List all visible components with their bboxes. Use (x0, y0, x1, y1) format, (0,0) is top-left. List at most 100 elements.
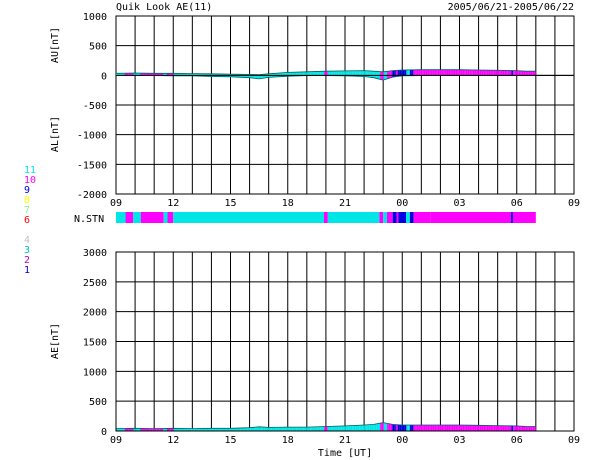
ae-series-sample (322, 426, 325, 431)
au-series-sample (357, 70, 360, 76)
ae-series-sample (513, 425, 515, 431)
ae-series-sample (177, 428, 179, 431)
ae-series-sample (395, 424, 398, 431)
ae-series-sample (152, 428, 155, 431)
ae-series-sample (178, 428, 181, 431)
ae-series-sample (476, 425, 479, 431)
ae-series-sample (521, 426, 524, 431)
upper-x-tick-label: 00 (396, 198, 408, 209)
al-series-sample (387, 75, 389, 79)
au-series-line (115, 69, 536, 76)
au-series-sample (161, 73, 164, 76)
lower-y-tick-label: 0 (101, 427, 107, 438)
upper-y-tick-label: 500 (89, 42, 107, 53)
au-series-sample (448, 69, 451, 76)
ae-series-sample (173, 428, 176, 431)
al-series-sample (254, 75, 256, 79)
au-series-sample (353, 70, 356, 76)
ae-series-sample (408, 425, 410, 431)
ae-series-sample (294, 427, 297, 431)
al-series-sample (371, 75, 374, 78)
ae-series-sample (488, 425, 491, 431)
legend-number-6: 6 (24, 215, 30, 226)
lower-frame-top (115, 251, 575, 432)
au-series-sample (408, 69, 410, 76)
al-axis-label: AL[nT] (50, 116, 61, 152)
ae-series-sample (317, 426, 319, 431)
ae-series-sample (446, 425, 449, 431)
au-series-sample (413, 69, 416, 76)
ae-series-sample (131, 428, 134, 431)
au-series-sample (147, 73, 150, 76)
al-series-sample (388, 75, 391, 79)
ae-series-sample (516, 425, 519, 431)
lower-y-tick-label: 1000 (83, 367, 107, 378)
al-series-sample (233, 75, 235, 77)
au-series-sample (502, 70, 505, 76)
ae-series-sample (492, 425, 494, 431)
ae-series-sample (392, 424, 395, 431)
au-series-sample (283, 72, 286, 76)
au-series-sample (490, 70, 493, 76)
al-series-sample (220, 75, 223, 77)
ae-series-sample (390, 424, 393, 431)
au-series-sample (159, 73, 162, 76)
al-series-sample (394, 75, 396, 77)
au-series-sample (411, 69, 414, 76)
ae-series-sample (282, 427, 284, 431)
au-series-sample (135, 72, 137, 76)
ae-series-sample (147, 428, 150, 431)
ae-series-sample (219, 428, 221, 431)
ae-series-sample (208, 428, 211, 431)
au-series-sample (373, 71, 375, 76)
ae-series-sample (507, 425, 510, 431)
au-series-sample (469, 69, 472, 76)
au-series-sample (336, 71, 339, 76)
au-series-sample (285, 72, 288, 76)
ae-series-sample (465, 425, 468, 431)
ae-series-sample (226, 428, 228, 431)
upper-x-tick-label: 15 (224, 198, 236, 209)
ae-series-sample (441, 425, 444, 431)
ae-series-sample (462, 425, 465, 431)
au-series-sample (350, 70, 353, 76)
station-segment (386, 212, 393, 223)
ae-series-sample (124, 428, 127, 431)
ae-series-sample (499, 425, 501, 431)
au-series-sample (534, 71, 536, 76)
au-series-sample (142, 73, 144, 76)
ae-series-sample (311, 426, 314, 431)
ae-series-sample (252, 427, 255, 431)
al-series-sample (240, 75, 242, 78)
ae-series-sample (388, 423, 391, 431)
au-series-sample (315, 71, 318, 76)
ae-series-sample (472, 425, 475, 431)
ae-series-sample (497, 425, 500, 431)
ae-series-sample (437, 425, 440, 431)
ae-series-sample (273, 427, 276, 431)
ae-series-sample (404, 425, 407, 431)
ae-series-sample (128, 428, 130, 431)
ae-series-sample (320, 426, 323, 431)
ae-series-sample (493, 425, 496, 431)
ae-series-sample (474, 425, 477, 431)
au-series-sample (192, 73, 195, 76)
lower-x-tick-label: 18 (282, 435, 294, 446)
au-series-sample (397, 70, 400, 76)
al-series-sample (360, 75, 363, 77)
al-series-sample (380, 75, 382, 80)
ae-series-sample (156, 428, 158, 431)
upper-x-tick-label: 21 (339, 198, 351, 209)
au-series-sample (213, 73, 216, 76)
au-series-sample (432, 69, 435, 76)
ae-series-sample (185, 428, 188, 431)
ae-series-sample (159, 428, 162, 431)
ae-series-sample (352, 425, 354, 431)
ae-series-sample (479, 425, 482, 431)
ae-series-sample (523, 426, 526, 431)
au-series-sample (234, 74, 237, 76)
au-series-sample (220, 74, 223, 76)
au-series-sample (497, 70, 500, 76)
al-series-sample (278, 75, 281, 77)
